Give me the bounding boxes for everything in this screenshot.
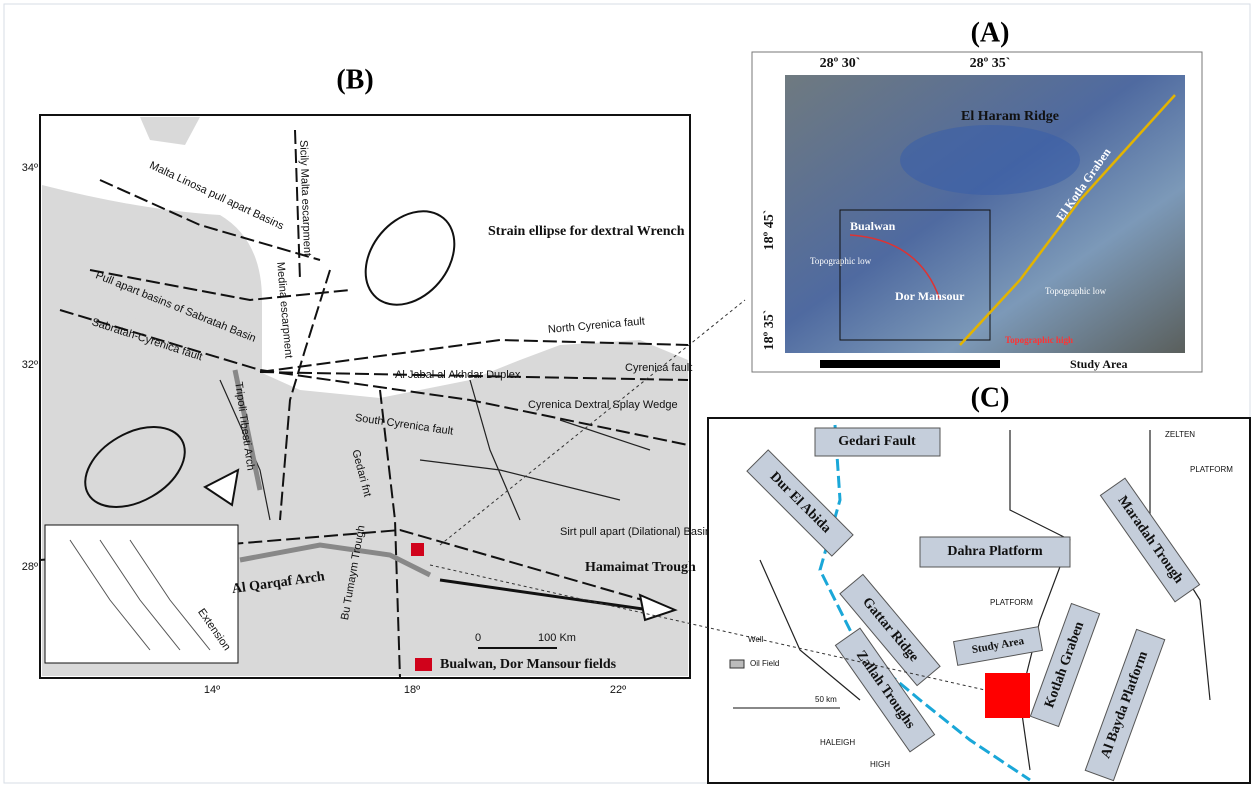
label: Al Jabal al Akhdar Duplex	[395, 369, 521, 381]
label-box	[814, 427, 941, 457]
label: Dor Mansour	[895, 289, 965, 303]
label: Gedari Fault	[838, 434, 916, 449]
arrow-head	[638, 593, 678, 622]
inset-lines	[69, 539, 211, 651]
label: El Haram Ridge	[961, 109, 1059, 124]
label: Sirt pull apart (Dilational) Basin	[560, 526, 711, 538]
study-area-marker	[985, 673, 1030, 718]
panel-title: (C)	[971, 382, 1010, 413]
coord-tick: 18º 45`	[762, 210, 777, 251]
label: Dahra Platform	[947, 544, 1043, 559]
label: Cyrenica Dextral Splay Wedge	[528, 399, 678, 411]
arch	[239, 542, 432, 578]
legend-swatch	[729, 659, 745, 669]
label-box	[1099, 477, 1201, 603]
label: Topographic low	[1045, 286, 1107, 296]
label: Study Area	[1070, 357, 1127, 371]
fault	[219, 379, 651, 521]
scale-label: 50 km	[815, 695, 837, 704]
panel-title: (A)	[971, 17, 1010, 48]
fault	[89, 269, 351, 302]
lat-tick: 32º	[22, 359, 38, 371]
label: HIGH	[870, 760, 890, 769]
panel-a: (A) 28º 30` 28º 35` 18º 45` 18º 35` El H…	[751, 17, 1203, 373]
land	[42, 290, 262, 372]
lat-tick: 34º	[22, 162, 38, 174]
gedari-fault	[818, 424, 1031, 782]
label: Strain ellipse for dextral Wrench	[488, 224, 685, 239]
coord-tick: 18º 35`	[762, 310, 777, 351]
lon-tick: 14º	[204, 684, 220, 696]
label: Hamaimat Trough	[585, 560, 696, 575]
label: ZELTEN	[1165, 430, 1195, 439]
arrow-head	[203, 468, 240, 507]
panel-b: (B) 34º 32º 28º 14º 18º 22º Malta Linosa…	[22, 64, 711, 695]
label: HALEIGH	[820, 738, 855, 747]
legend-label: Bualwan, Dor Mansour fields	[440, 657, 617, 672]
fault	[294, 129, 301, 281]
label-box	[834, 627, 936, 753]
scale-label: 0	[475, 632, 481, 644]
lon-tick: 18º	[404, 684, 420, 696]
label-box	[839, 573, 941, 687]
arch	[232, 369, 263, 491]
legend-marker	[415, 658, 432, 671]
fault	[259, 338, 689, 373]
satellite-image	[785, 75, 1185, 353]
fault	[279, 269, 331, 521]
map-frame	[707, 417, 1251, 784]
field-outline	[849, 234, 941, 301]
label: Oil Field	[750, 659, 779, 668]
fault	[99, 179, 321, 261]
fault	[259, 371, 689, 381]
connector	[439, 299, 746, 546]
label-box	[1084, 628, 1166, 782]
arrow	[439, 578, 651, 612]
strain-ellipse	[364, 210, 456, 306]
label: Topographic low	[810, 256, 872, 266]
label-box	[952, 626, 1044, 666]
frame	[3, 3, 1251, 784]
coord-tick: 28º 30`	[820, 56, 861, 71]
connector	[429, 564, 986, 691]
fault	[59, 309, 689, 446]
coord-tick: 28º 35`	[970, 56, 1011, 71]
lon-tick: 22º	[610, 684, 626, 696]
field-marker	[411, 543, 424, 556]
lat-tick: 28º	[22, 561, 38, 573]
label: Well	[748, 635, 764, 644]
land	[140, 117, 200, 145]
panel-title: (B)	[336, 64, 373, 95]
panel-c: (C) Dur El Abida Gedari Fault Dahra Plat…	[707, 382, 1251, 784]
study-box	[839, 209, 991, 341]
label: Topographic high	[1005, 335, 1073, 345]
label: PLATFORM	[990, 598, 1033, 607]
label-box	[919, 536, 1071, 568]
label-box	[746, 449, 854, 557]
scale-label: 100 Km	[538, 632, 576, 644]
lake	[900, 125, 1080, 195]
label: Sicily Malta escarpment	[297, 140, 313, 257]
label: Bualwan	[850, 219, 896, 233]
strain-ellipse	[84, 426, 186, 508]
fault	[379, 389, 401, 679]
graben-line	[959, 94, 1176, 346]
label: PLATFORM	[1190, 465, 1233, 474]
label: Cyrenica fault	[625, 362, 692, 374]
label-box	[1029, 602, 1101, 728]
scale-bar	[820, 360, 1000, 368]
